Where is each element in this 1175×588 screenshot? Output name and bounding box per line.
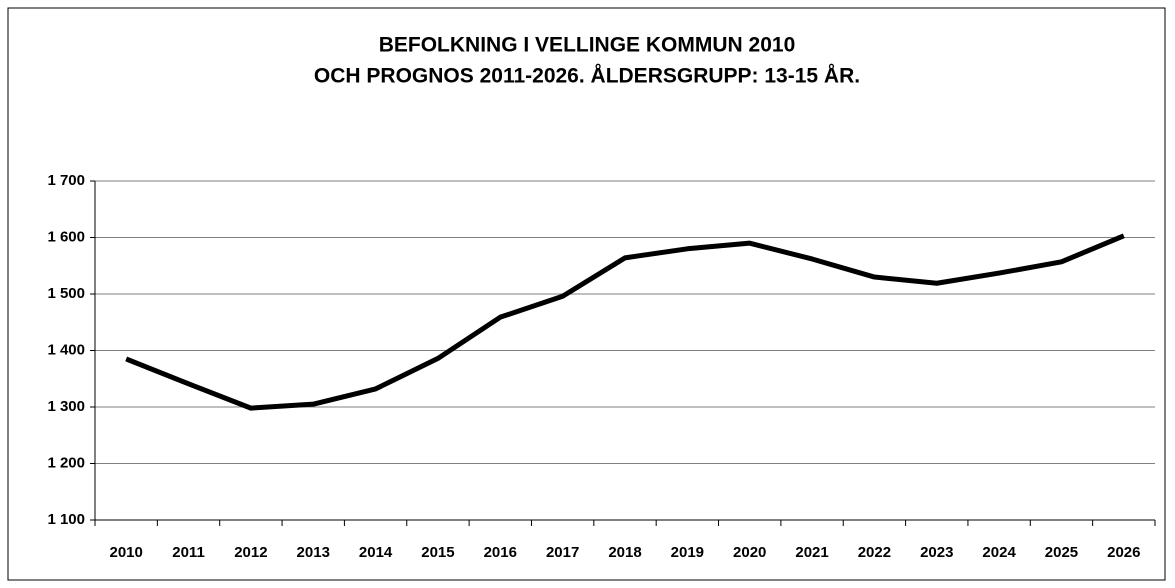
x-tick-label: 2010 — [109, 544, 142, 561]
y-tick-label: 1 700 — [47, 172, 85, 189]
chart-title: OCH PROGNOS 2011-2026. ÅLDERSGRUPP: 13-1… — [314, 64, 860, 88]
x-tick-label: 2018 — [608, 544, 641, 561]
chart-title: BEFOLKNING I VELLINGE KOMMUN 2010 — [379, 34, 796, 57]
y-tick-label: 1 100 — [47, 511, 85, 528]
y-tick-label: 1 500 — [47, 285, 85, 302]
x-tick-label: 2025 — [1045, 544, 1078, 561]
x-tick-label: 2012 — [234, 544, 267, 561]
x-tick-label: 2022 — [858, 544, 891, 561]
y-tick-label: 1 300 — [47, 398, 85, 415]
x-tick-label: 2024 — [982, 544, 1016, 561]
x-tick-label: 2014 — [359, 544, 393, 561]
x-tick-label: 2026 — [1107, 544, 1140, 561]
x-tick-label: 2015 — [421, 544, 454, 561]
x-tick-label: 2023 — [920, 544, 953, 561]
y-tick-label: 1 400 — [47, 341, 85, 358]
x-tick-label: 2019 — [671, 544, 704, 561]
x-tick-label: 2020 — [733, 544, 766, 561]
y-tick-label: 1 600 — [47, 228, 85, 245]
y-tick-label: 1 200 — [47, 454, 85, 471]
x-tick-label: 2016 — [484, 544, 517, 561]
x-tick-label: 2017 — [546, 544, 579, 561]
data-line — [125, 233, 1125, 411]
x-tick-label: 2011 — [172, 544, 205, 561]
x-tick-label: 2013 — [297, 544, 330, 561]
x-tick-label: 2021 — [795, 544, 828, 561]
